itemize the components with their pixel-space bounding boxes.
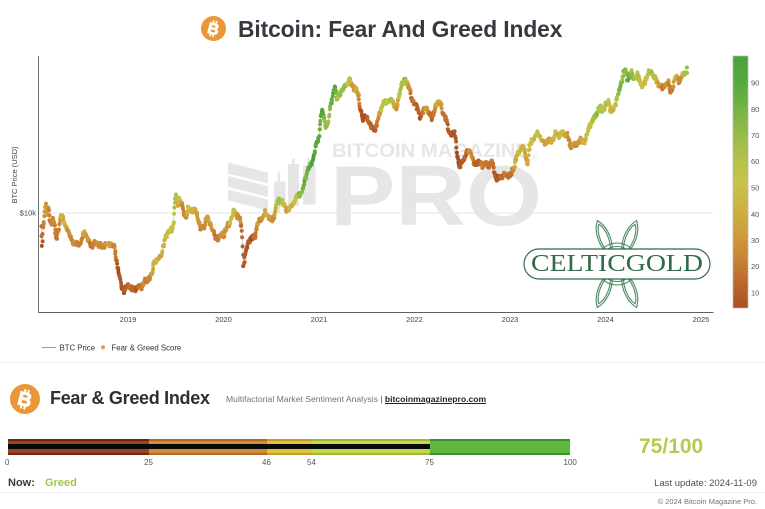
svg-text:BITCOIN MAGAZINE: BITCOIN MAGAZINE — [332, 141, 529, 162]
svg-text:2021: 2021 — [311, 315, 328, 324]
svg-text:2025: 2025 — [693, 315, 710, 324]
svg-text:PRO: PRO — [330, 149, 542, 244]
svg-text:2019: 2019 — [120, 315, 137, 324]
svg-text:2020: 2020 — [215, 315, 232, 324]
svg-text:70: 70 — [751, 131, 759, 140]
svg-text:30: 30 — [751, 236, 759, 245]
svg-text:B: B — [205, 20, 220, 39]
svg-text:BTC Price: BTC Price — [60, 343, 96, 352]
svg-text:50: 50 — [751, 184, 759, 193]
svg-text:90: 90 — [751, 79, 759, 88]
svg-text:10: 10 — [751, 289, 759, 298]
svg-text:®: ® — [531, 154, 537, 163]
svg-text:2022: 2022 — [406, 315, 423, 324]
svg-text:$10k: $10k — [20, 209, 37, 218]
svg-text:CELTICGOLD: CELTICGOLD — [531, 251, 703, 277]
svg-text:20: 20 — [751, 262, 759, 271]
svg-text:80: 80 — [751, 105, 759, 114]
svg-text:2024: 2024 — [597, 315, 614, 324]
svg-text:BTC Price (USD): BTC Price (USD) — [10, 146, 19, 204]
svg-text:Fear & Greed Score: Fear & Greed Score — [112, 343, 182, 352]
svg-text:60: 60 — [751, 157, 759, 166]
svg-text:40: 40 — [751, 210, 759, 219]
svg-text:B: B — [15, 388, 34, 412]
svg-text:2023: 2023 — [502, 315, 519, 324]
